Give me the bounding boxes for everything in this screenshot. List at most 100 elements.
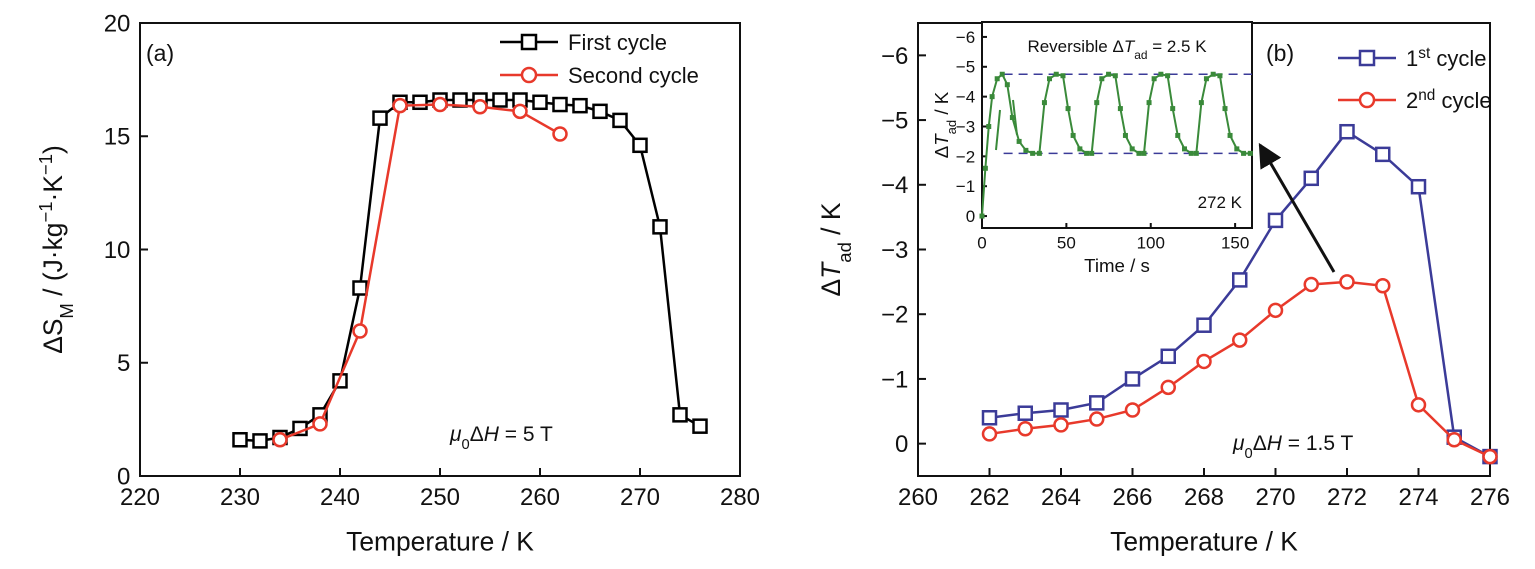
y-tick-label: −2 [881,302,908,329]
legend-label: Second cycle [568,63,699,88]
marker [1339,274,1355,290]
marker [432,96,448,113]
text-part: st [1418,45,1431,62]
x-tick-label: 220 [120,484,160,511]
marker [1099,76,1105,82]
marker [1234,146,1240,152]
series-line [981,72,1251,217]
marker [1112,73,1118,79]
marker [672,407,688,423]
marker [1146,100,1152,106]
x-tick-label: 150 [1221,233,1249,252]
y-axis-label: ΔTad / K [816,202,855,296]
y-tick-label: 0 [966,207,975,226]
marker [1084,150,1090,156]
y-tick-label: 0 [895,431,908,458]
marker [1446,432,1462,448]
text-part: T [816,261,846,279]
text-part: = 5 T [499,423,553,446]
x-tick-label: 270 [620,484,660,511]
marker [999,71,1005,77]
y-tick-label: −1 [956,177,975,196]
marker [979,213,985,219]
marker [392,97,408,114]
marker [986,123,992,129]
marker [1089,395,1105,411]
marker [492,92,508,108]
legend-marker [520,33,538,51]
x-tick-label: 240 [320,484,360,511]
y-tick-label: −2 [956,147,975,166]
marker [1009,115,1015,121]
text-part: H [1267,432,1283,455]
y-tick-label: −4 [881,172,908,199]
marker [981,410,998,426]
marker [1196,353,1212,370]
marker [1017,421,1033,437]
marker [1375,277,1391,294]
y-tick-label: −1 [881,366,908,393]
arrow [1258,142,1336,273]
marker [1210,71,1216,77]
marker [592,103,608,120]
text-part: / (J·kg [38,223,68,304]
marker [1053,417,1069,433]
x-tick-label: 268 [1184,484,1224,511]
marker [232,432,248,448]
marker [472,99,488,115]
legend-label: 1st cycle [1406,45,1486,72]
marker [1053,402,1069,418]
x-axis-label: Temperature / K [1110,526,1298,556]
y-tick-label: 15 [104,124,131,151]
marker [532,94,548,111]
text-part: −1 [35,201,56,222]
marker [1267,302,1284,319]
marker [1106,71,1112,77]
marker [982,165,988,171]
annotation: 272 K [1198,193,1243,212]
inset-title: Reversible ΔTad = 2.5 K [1027,37,1207,62]
marker [552,126,568,142]
marker [1217,73,1223,79]
marker [1089,411,1105,427]
text-part: Reversible Δ [1027,37,1123,56]
text-part: T [931,133,952,146]
text-part: H [484,423,500,446]
marker [1222,106,1228,112]
text-part: = 2.5 K [1147,37,1207,56]
marker [312,416,328,432]
text-part: cycle [1430,46,1486,71]
x-tick-label: 264 [1041,484,1081,511]
marker [632,137,648,154]
legend-label: First cycle [568,30,667,55]
marker [692,418,708,434]
y-tick-label: 5 [117,350,130,377]
y-tick-label: −3 [956,117,975,136]
y-tick-label: −6 [956,28,975,47]
marker [1175,132,1181,138]
x-tick-label: 272 [1327,484,1367,511]
text-part: 0 [1245,446,1253,462]
x-tick-label: 250 [420,484,460,511]
marker [1141,150,1147,156]
text-part: ·K [38,175,68,202]
text-part: cycle [1435,88,1491,113]
marker [1041,100,1047,106]
x-tick-label: 100 [1137,233,1165,252]
panel-label: (b) [1266,40,1294,66]
marker [1303,170,1319,187]
text-part: Δ [931,146,952,158]
x-tick-label: 276 [1470,484,1510,511]
marker [1016,138,1022,144]
y-tick-label: −5 [956,58,975,77]
marker [1047,76,1052,82]
x-axis-label: Time / s [1084,255,1150,276]
text-part: / K [931,91,952,120]
marker [1241,150,1247,156]
marker [994,76,1000,82]
marker [1160,348,1176,365]
marker [1129,146,1135,152]
